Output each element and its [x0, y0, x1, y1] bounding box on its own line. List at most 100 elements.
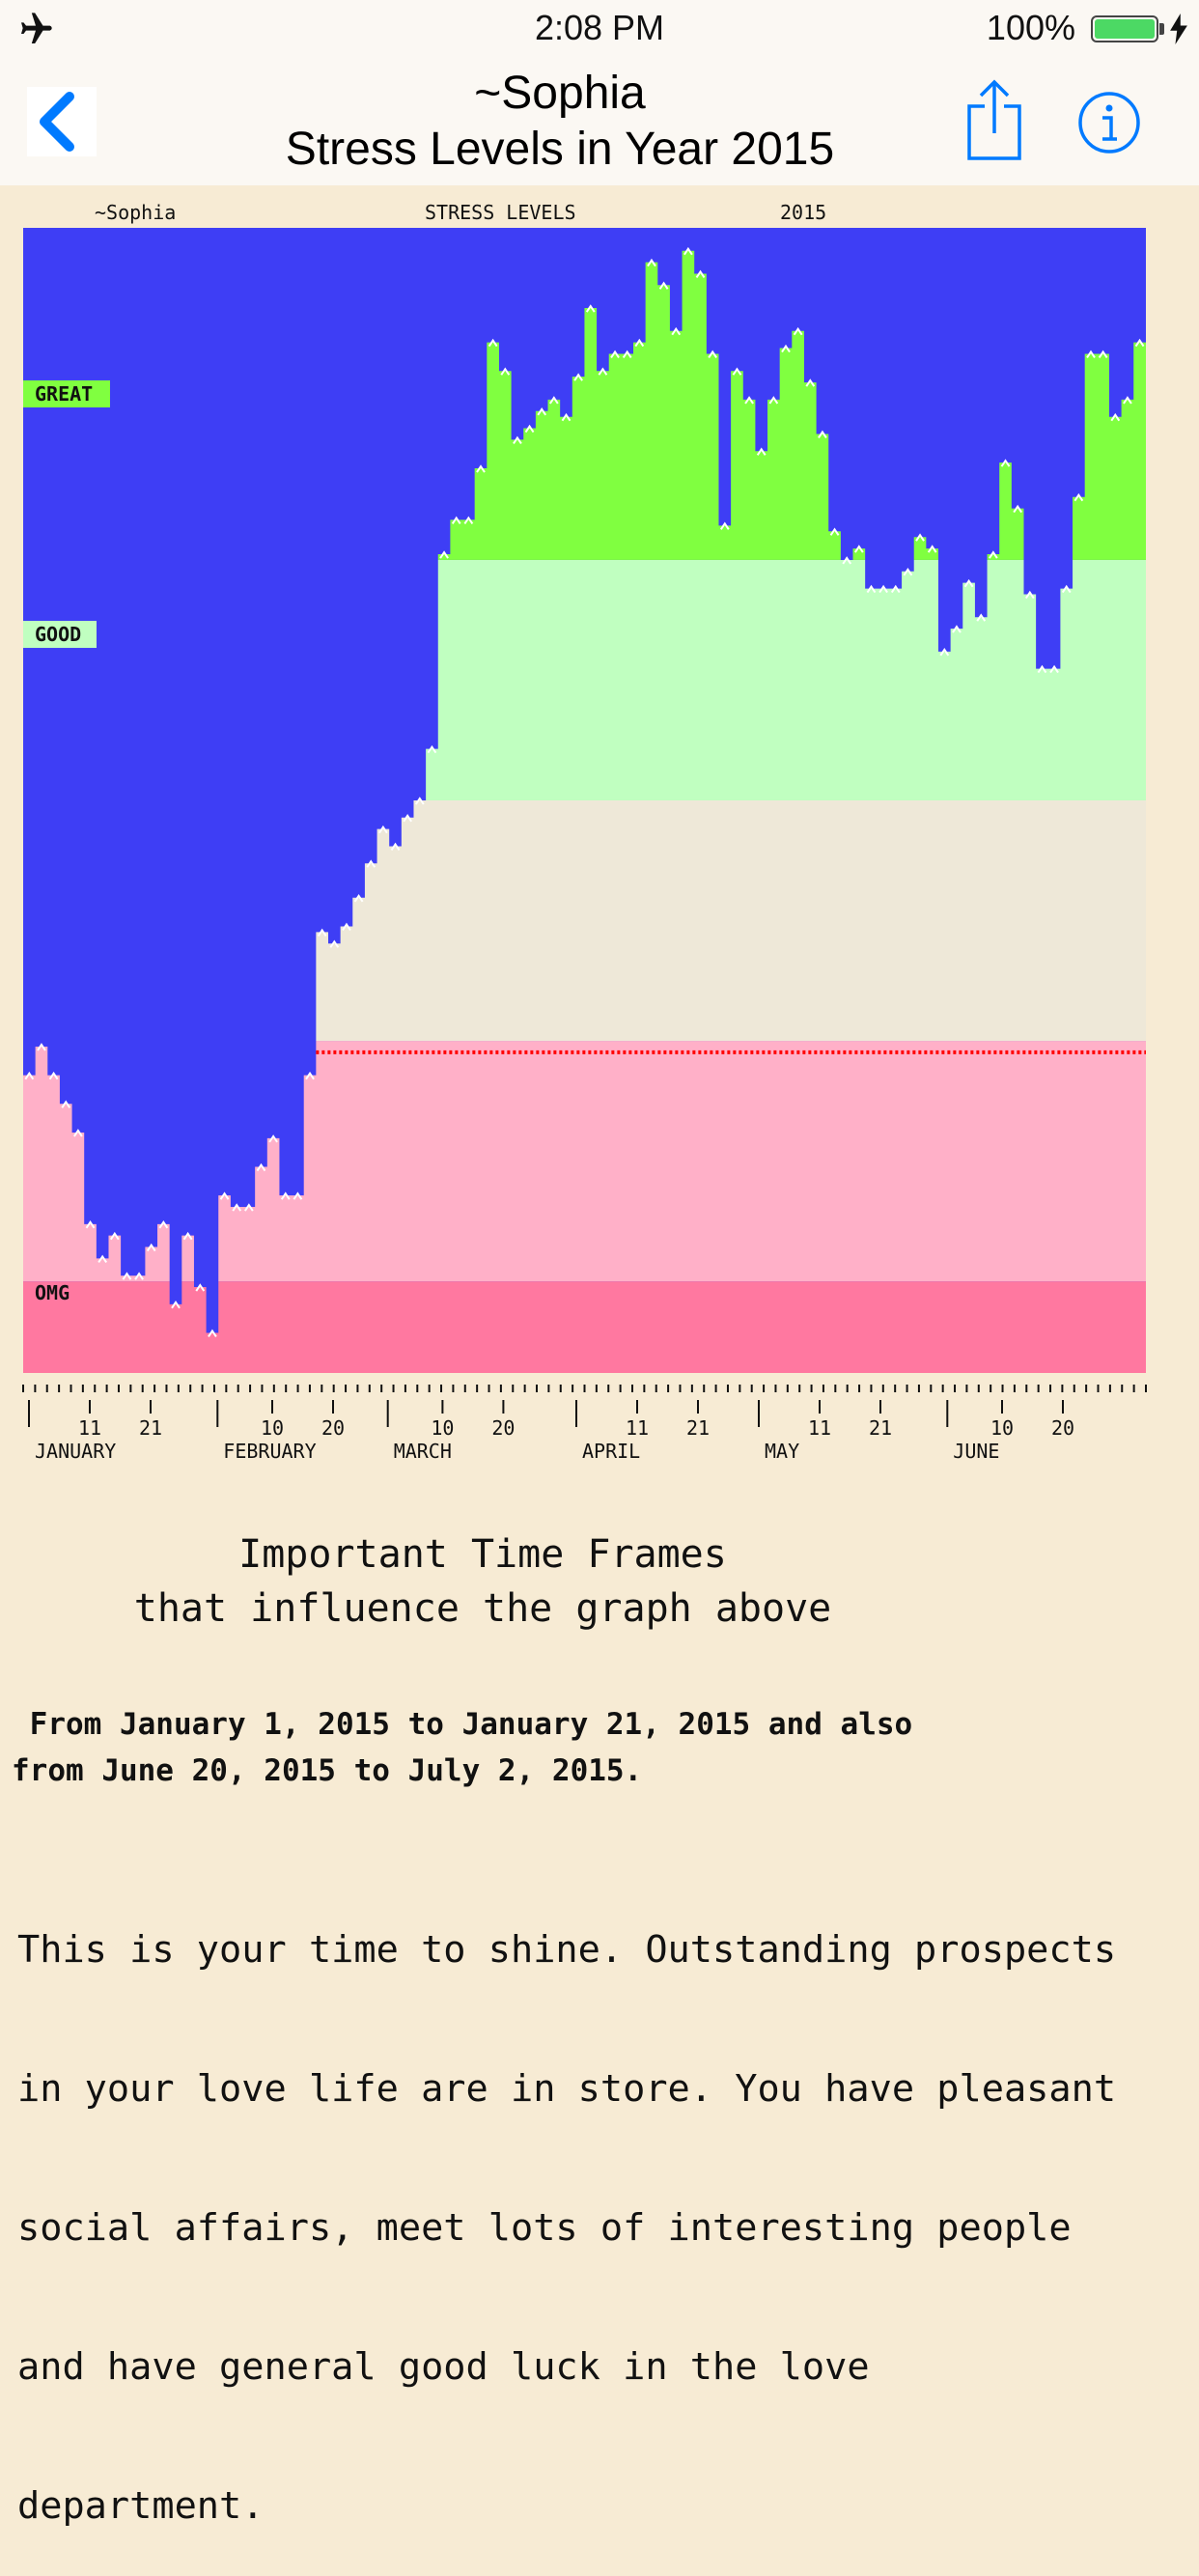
- data-point: [427, 744, 437, 754]
- data-point: [317, 928, 327, 937]
- data-point: [1110, 412, 1121, 422]
- charging-bolt-icon: [1170, 14, 1187, 44]
- data-point: [524, 424, 535, 434]
- day-tick-label: 20: [321, 1416, 345, 1440]
- info-button[interactable]: [1077, 91, 1141, 154]
- data-point: [1049, 664, 1059, 674]
- description-line: This is your time to shine. Outstanding …: [17, 1928, 1117, 1972]
- data-point: [878, 584, 888, 594]
- data-point: [414, 797, 425, 805]
- day-tick-label: 20: [491, 1416, 515, 1440]
- data-point: [182, 1231, 193, 1241]
- day-tick-label: 10: [261, 1416, 284, 1440]
- description-line: social affairs, meet lots of interesting…: [17, 2206, 1072, 2250]
- day-tick-label: 10: [990, 1416, 1014, 1440]
- data-point: [695, 269, 706, 278]
- data-point: [366, 859, 376, 868]
- data-point: [1074, 492, 1084, 502]
- status-time: 2:08 PM: [534, 8, 665, 47]
- data-point: [719, 521, 730, 530]
- data-point: [293, 1191, 303, 1200]
- data-point: [805, 378, 816, 387]
- airplane-mode-icon: [21, 13, 52, 43]
- data-point: [1098, 350, 1108, 359]
- data-point: [208, 1329, 217, 1338]
- data-point: [195, 1283, 206, 1292]
- data-point: [732, 367, 742, 376]
- timeframe-period-line1: From January 1, 2015 to January 21, 2015…: [12, 1707, 913, 1742]
- page-title-subtitle: Stress Levels in Year 2015: [285, 124, 835, 175]
- data-point: [585, 304, 596, 313]
- chevron-left-icon: [40, 92, 74, 152]
- data-point: [122, 1272, 132, 1280]
- data-point: [305, 1071, 315, 1080]
- data-point: [73, 1129, 83, 1137]
- data-point: [598, 367, 608, 376]
- data-point: [854, 545, 864, 553]
- data-point: [158, 1220, 169, 1229]
- data-point: [537, 406, 547, 416]
- data-point: [500, 367, 511, 376]
- band-label-omg: OMG: [35, 1281, 70, 1304]
- data-point: [658, 281, 669, 290]
- share-button[interactable]: [963, 79, 1025, 162]
- page-title-name: ~Sophia: [474, 68, 646, 119]
- data-point: [756, 447, 767, 456]
- timeframes-heading: Important Time Frames that influence the…: [0, 1527, 965, 1636]
- day-tick-label: 10: [431, 1416, 454, 1440]
- data-point: [256, 1162, 266, 1172]
- band-label-box: [23, 379, 110, 407]
- status-bar: 2:08 PM 100%: [0, 0, 1199, 58]
- data-point: [48, 1071, 59, 1080]
- data-point: [403, 813, 412, 823]
- day-tick-label: 21: [869, 1416, 892, 1440]
- data-point: [793, 326, 803, 336]
- data-point: [98, 1254, 107, 1263]
- data-point: [622, 350, 632, 359]
- month-label: MARCH: [394, 1440, 452, 1463]
- chart-header-year: 2015: [780, 201, 827, 224]
- data-point: [890, 584, 901, 594]
- data-point: [451, 516, 461, 524]
- battery-tip: [1159, 23, 1164, 35]
- band-label-good: GOOD: [35, 623, 81, 646]
- data-point: [915, 533, 925, 542]
- month-label: FEBRUARY: [223, 1440, 316, 1463]
- data-point: [342, 922, 351, 932]
- day-tick-label: 11: [808, 1416, 831, 1440]
- data-point: [866, 584, 877, 594]
- data-point: [549, 396, 559, 405]
- page-title: ~Sophia Stress Levels in Year 2015: [222, 66, 898, 178]
- stress-chart: GREAT GOOD OMG JANUARY FEBRUARY MARCH APRIL MAY…: [22, 228, 1147, 1463]
- data-point: [353, 894, 364, 903]
- chart-header-name: ~Sophia: [95, 201, 177, 224]
- day-tick-label: 21: [686, 1416, 710, 1440]
- data-point: [842, 556, 852, 565]
- data-point: [232, 1203, 242, 1212]
- data-point: [280, 1191, 291, 1200]
- share-icon: [967, 79, 1021, 160]
- month-label: APRIL: [582, 1440, 640, 1463]
- info-icon: [1078, 92, 1140, 154]
- data-point: [781, 344, 791, 353]
- data-point: [1061, 584, 1072, 594]
- data-point: [1013, 504, 1022, 514]
- data-point: [939, 648, 950, 657]
- data-point: [818, 430, 827, 439]
- data-point: [952, 625, 962, 633]
- data-point: [1134, 338, 1145, 348]
- data-point: [708, 350, 717, 359]
- data-point: [329, 939, 340, 948]
- data-point: [976, 613, 987, 622]
- timeframe-description: This is your time to shine. Outstanding …: [17, 1834, 1189, 2576]
- data-point: [24, 1071, 35, 1080]
- data-point: [671, 326, 682, 336]
- back-button[interactable]: [27, 87, 97, 156]
- data-point: [1024, 590, 1035, 600]
- data-point: [219, 1191, 230, 1200]
- data-point: [989, 550, 998, 559]
- data-point: [647, 258, 656, 267]
- data-point: [244, 1203, 254, 1212]
- data-point: [1123, 396, 1132, 405]
- timeframe-period-line2: from June 20, 2015 to July 2, 2015.: [12, 1753, 643, 1788]
